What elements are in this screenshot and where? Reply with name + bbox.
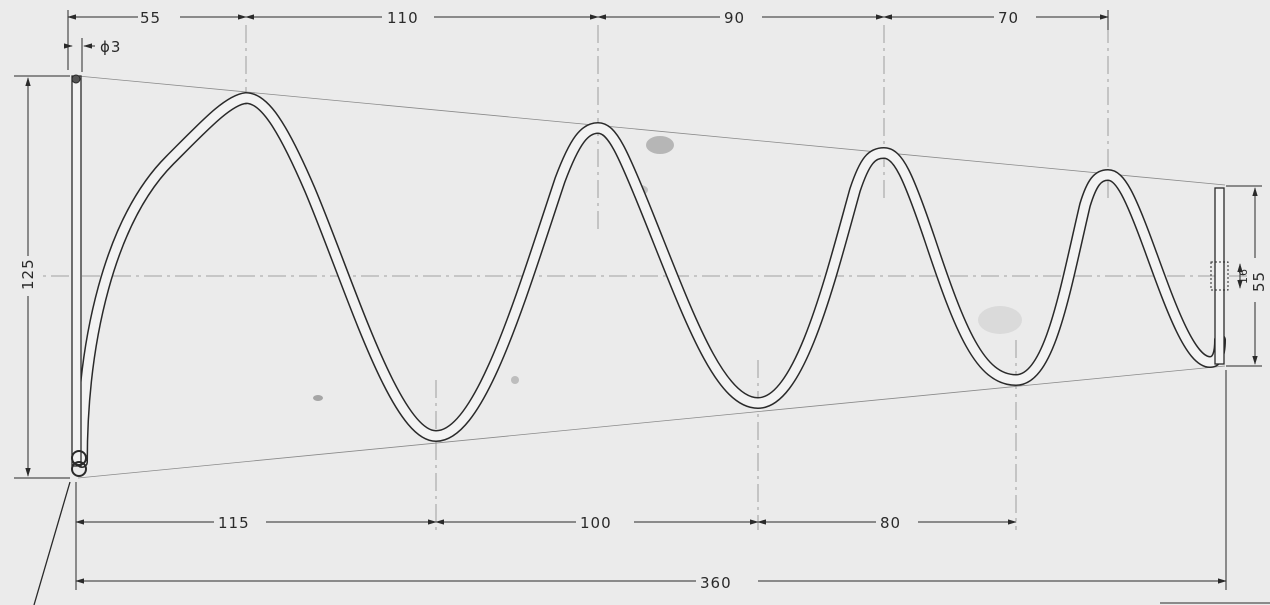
- wire-end-top: [71, 74, 81, 84]
- dim-peak-3: 90: [724, 9, 745, 27]
- dim-trough-3: 80: [880, 514, 901, 532]
- dim-trough-2: 100: [580, 514, 612, 532]
- dim-wire-diameter: ϕ3: [100, 38, 121, 56]
- upper-envelope: [77, 75, 1226, 186]
- wire-inner: [77, 93, 1225, 467]
- dim-peak-2: 110: [387, 9, 419, 27]
- left-leg: [33, 74, 87, 605]
- lower-envelope: [77, 365, 1226, 479]
- coil-loop-2: [71, 461, 87, 477]
- dim-peak-1: 55: [140, 9, 161, 27]
- dim-trough-1: 115: [218, 514, 250, 532]
- dimension-labels: 55 110 90 70 ϕ3 125 115 100 80 360 55 16: [16, 6, 1268, 592]
- wire-outline: [76, 92, 1226, 468]
- dim-total-height: 125: [19, 258, 37, 290]
- spring-wire: [76, 92, 1226, 468]
- dimension-lines: [14, 10, 1270, 604]
- leader-line: [33, 481, 71, 605]
- dim-overall-length: 360: [700, 574, 732, 592]
- end-tube: [1210, 261, 1229, 291]
- envelope-lines: [77, 75, 1226, 479]
- dim-end-tube: 16: [1237, 268, 1250, 284]
- dim-peak-4: 70: [998, 9, 1019, 27]
- center-lines: [20, 25, 1265, 530]
- dim-end-height: 55: [1250, 271, 1268, 292]
- coil-loop-1: [71, 450, 87, 466]
- right-end: [1210, 187, 1229, 365]
